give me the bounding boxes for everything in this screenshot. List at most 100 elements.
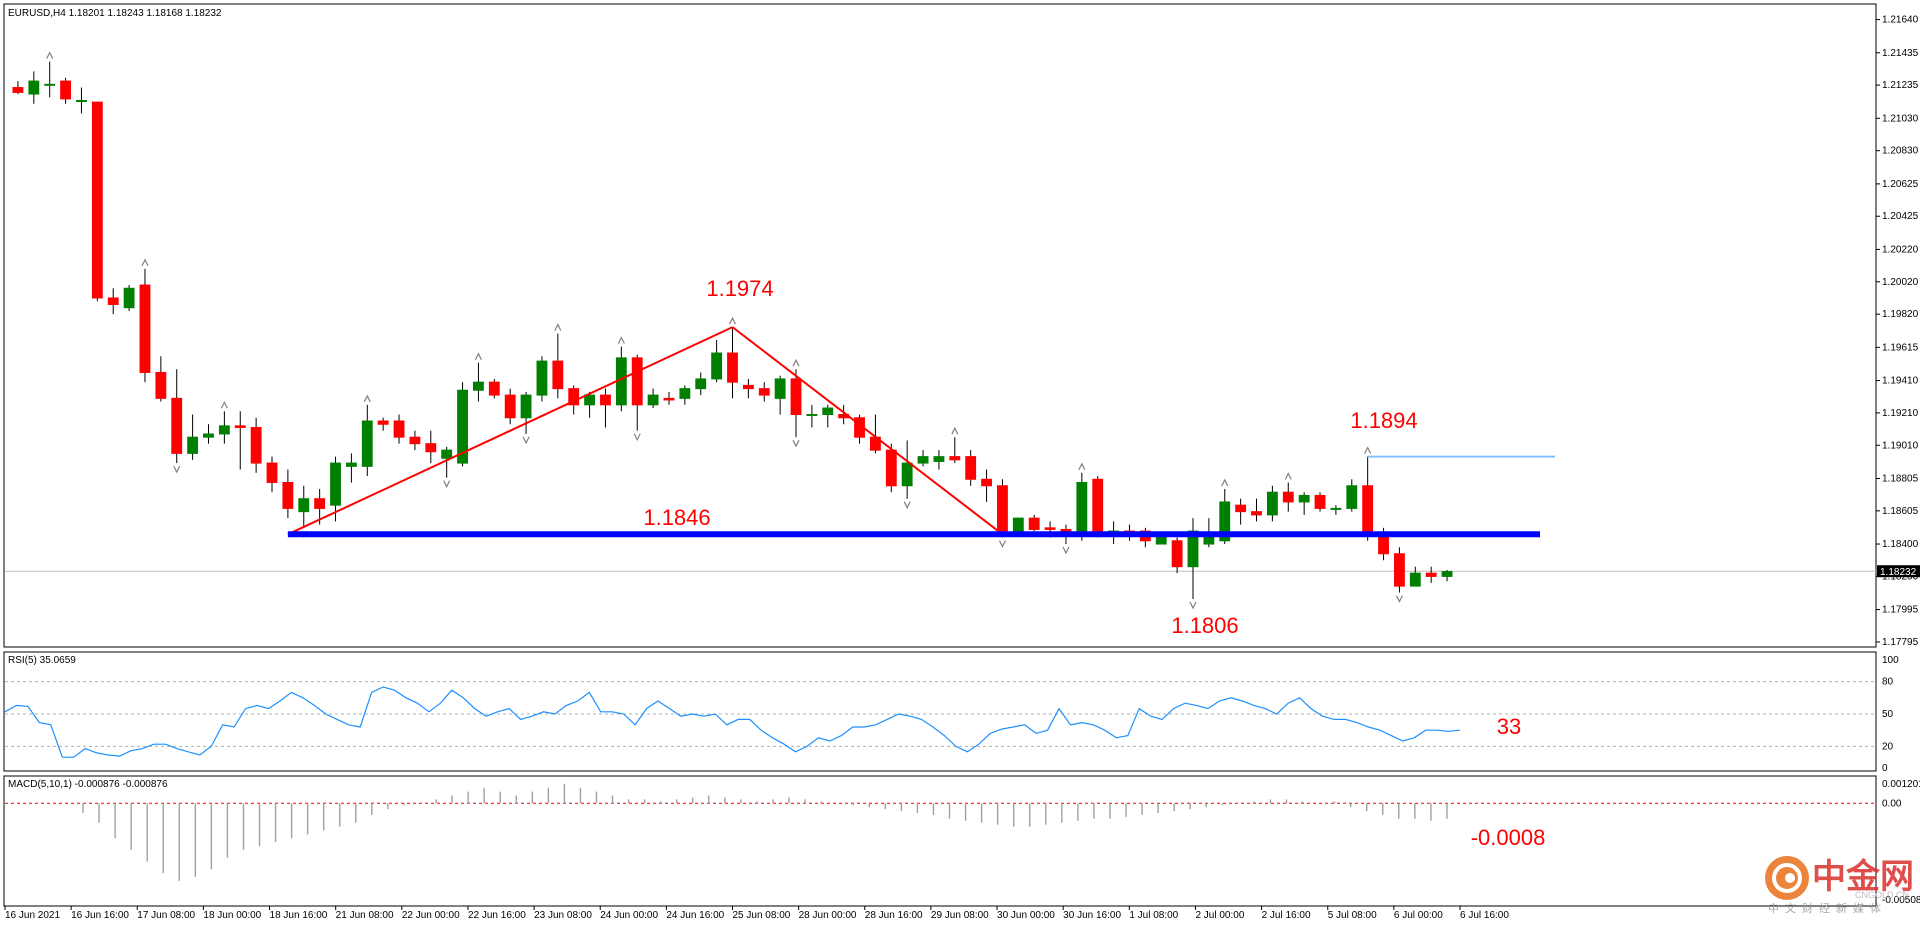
candle-body (473, 381, 484, 391)
price-tick-label: 1.21030 (1882, 113, 1919, 124)
candle-body (1409, 572, 1421, 587)
time-tick-label: 22 Jun 00:00 (402, 910, 460, 921)
candle (568, 385, 580, 415)
candle (1266, 485, 1278, 522)
time-tick-label: 6 Jul 16:00 (1460, 910, 1509, 921)
price-tick-label: 1.20625 (1882, 179, 1919, 190)
fractal-down-icon (792, 439, 800, 448)
watermark-title: 中金网 (1812, 857, 1914, 896)
candle-body (600, 394, 611, 406)
candle-body (1441, 571, 1453, 577)
fractal-up-icon (554, 323, 562, 331)
candle-body (155, 371, 167, 399)
candle-body (1028, 517, 1040, 530)
rsi-tick-label: 80 (1882, 677, 1894, 688)
candle (790, 369, 802, 438)
candle (44, 61, 56, 98)
watermark-subtitle: 中文财经新媒体 (1768, 901, 1887, 915)
price-tick-label: 1.19615 (1882, 342, 1919, 353)
candle (981, 469, 992, 502)
candle (631, 354, 643, 431)
candle-body (774, 378, 786, 399)
candle-body (1362, 485, 1374, 535)
candle-body (1187, 530, 1199, 568)
candle-body (377, 420, 389, 425)
fractal-down-icon (633, 433, 641, 442)
candle (933, 450, 945, 470)
candle (187, 414, 199, 460)
candle (917, 450, 929, 467)
candle-body (647, 394, 659, 406)
candle (1425, 566, 1437, 583)
candle-body (981, 478, 992, 487)
price-tick-label: 1.20020 (1882, 277, 1919, 288)
support-price-label: 1.1846 (643, 505, 710, 530)
candle-body (965, 456, 977, 480)
candle (393, 414, 405, 444)
candle (361, 404, 373, 477)
candle (473, 362, 484, 402)
candle (377, 417, 389, 431)
time-tick-label: 21 Jun 08:00 (336, 910, 394, 921)
candle-body (1171, 540, 1183, 568)
trend-line-up (287, 326, 733, 536)
candle-body (441, 449, 453, 459)
candle-body (536, 360, 548, 396)
candle-body (250, 426, 262, 464)
fractal-down-icon (173, 465, 181, 474)
candle-body (917, 456, 929, 464)
candle (155, 356, 167, 402)
candle (1076, 472, 1088, 541)
candle (695, 372, 707, 396)
low-price-label: 1.1806 (1171, 613, 1238, 638)
candle-body (1425, 572, 1437, 577)
price-tick-label: 1.21435 (1882, 48, 1919, 59)
macd-tick-label: -0.005088 (1882, 895, 1920, 906)
candle-body (695, 378, 707, 390)
candle (91, 101, 103, 302)
current-price-tag-text: 1.18232 (1880, 567, 1917, 578)
watermark-url: CNGOLD.CN (1855, 890, 1909, 900)
candle-body (28, 80, 40, 95)
rsi-label: RSI(5) 35.0659 (8, 655, 76, 666)
time-tick-label: 16 Jun 16:00 (71, 910, 129, 921)
fractal-down-icon (443, 480, 451, 488)
candle-body (711, 352, 723, 380)
price-tick-label: 1.20425 (1882, 211, 1919, 222)
candle (298, 485, 310, 528)
candle (520, 391, 532, 434)
fractal-up-icon (617, 336, 625, 344)
candle (758, 382, 770, 402)
rsi-panel-frame (3, 651, 1877, 772)
candle (425, 430, 437, 464)
candle-body (822, 407, 834, 416)
candle-body (758, 388, 770, 396)
time-tick-label: 24 Jun 16:00 (666, 910, 724, 921)
macd-indicator: 0.001201 0.00 -0.005088 (5, 779, 1920, 906)
candle-body (76, 100, 87, 103)
price-tick-label: 1.19820 (1882, 309, 1919, 320)
candle (997, 479, 1008, 538)
price-tick-label: 1.18805 (1882, 473, 1919, 484)
candle-body (12, 87, 24, 93)
macd-tick-label: 0.00 (1882, 798, 1902, 809)
candle-body (330, 462, 341, 506)
price-tick-label: 1.17995 (1882, 605, 1919, 616)
candle-body (901, 462, 913, 487)
candle-body (1394, 553, 1405, 587)
candle (901, 440, 913, 499)
candle-body (520, 394, 532, 419)
fractal-down-icon (998, 540, 1006, 548)
candle-body (933, 456, 945, 462)
candle-body (997, 485, 1008, 535)
candle (488, 378, 500, 399)
fractal-up-icon (220, 400, 228, 409)
candle (1409, 566, 1421, 587)
candle (1282, 482, 1294, 512)
fractal-up-icon (1078, 462, 1086, 471)
candle (552, 333, 564, 399)
price-tick-label: 1.18605 (1882, 506, 1919, 517)
candle-body (171, 397, 183, 454)
candle (123, 285, 135, 311)
